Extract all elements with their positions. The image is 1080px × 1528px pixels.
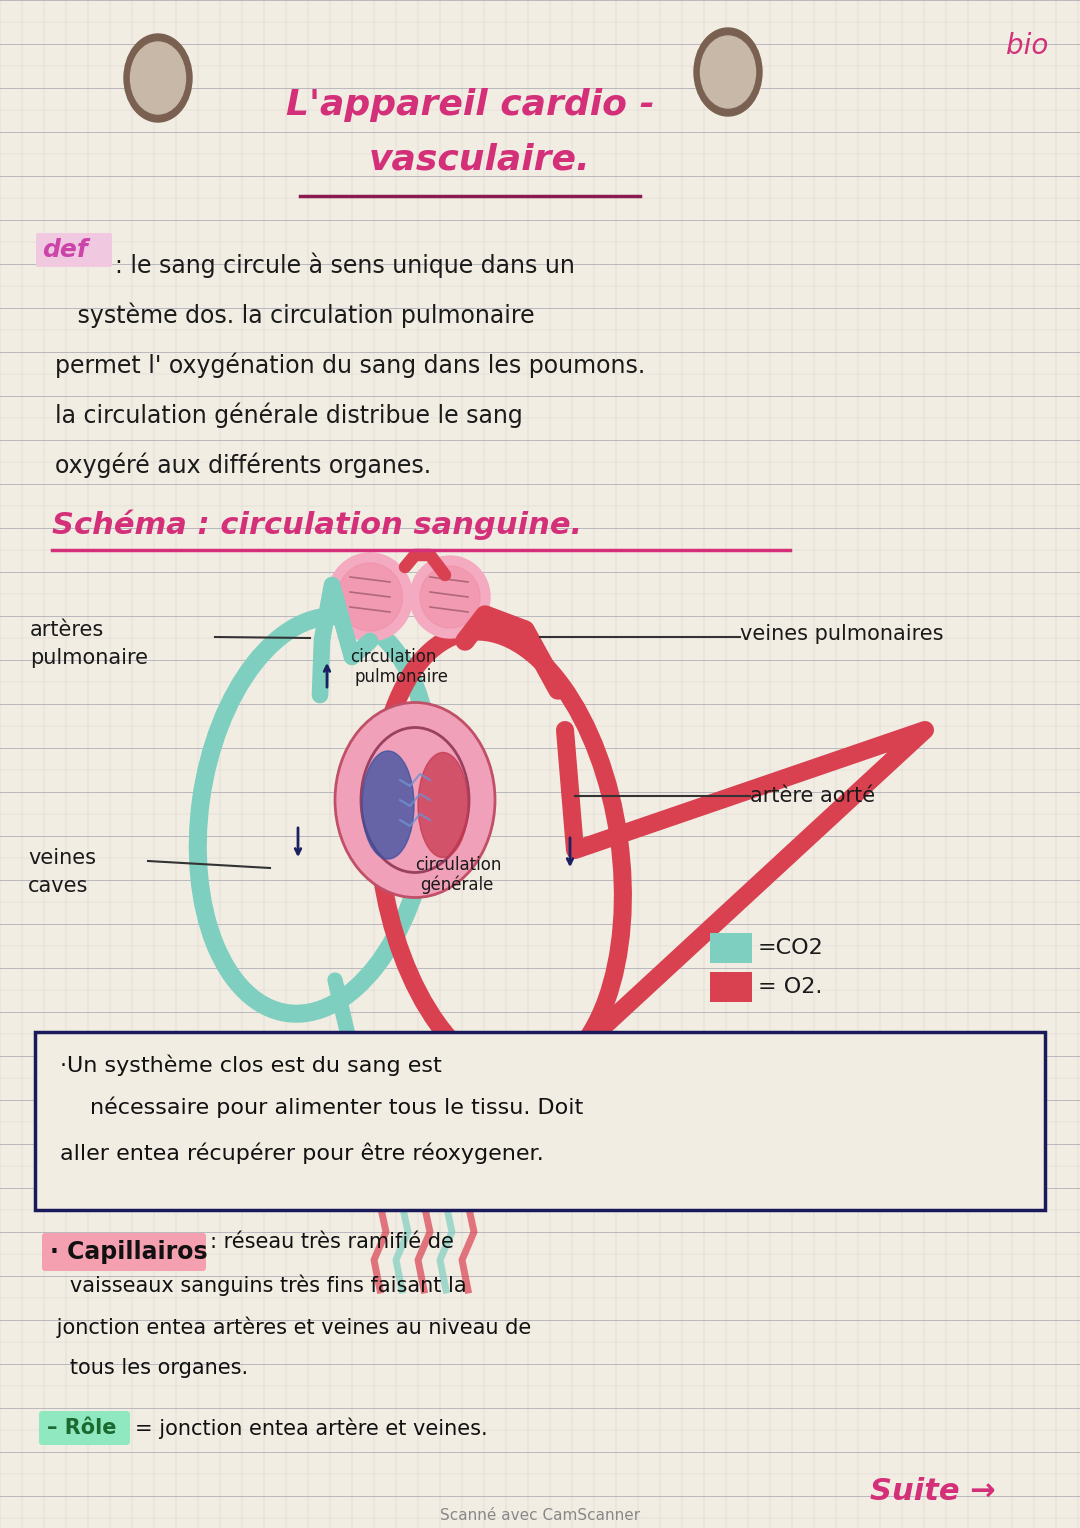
Text: oxygéré aux différents organes.: oxygéré aux différents organes. bbox=[55, 452, 431, 477]
Text: Schéma : circulation sanguine.: Schéma : circulation sanguine. bbox=[52, 510, 582, 541]
Text: = jonction entea artère et veines.: = jonction entea artère et veines. bbox=[135, 1418, 488, 1439]
FancyBboxPatch shape bbox=[36, 232, 112, 267]
Text: jonction entea artères et veines au niveau de: jonction entea artères et veines au nive… bbox=[50, 1316, 531, 1337]
Text: pulmonaire: pulmonaire bbox=[355, 668, 449, 686]
Text: vaisseaux sanguins très fins faisant la: vaisseaux sanguins très fins faisant la bbox=[50, 1274, 467, 1296]
Text: vasculaire.: vasculaire. bbox=[369, 142, 591, 176]
Ellipse shape bbox=[335, 703, 495, 897]
Ellipse shape bbox=[337, 562, 403, 631]
Text: – Rôle: – Rôle bbox=[48, 1418, 117, 1438]
Text: nécessaire pour alimenter tous le tissu. Doit: nécessaire pour alimenter tous le tissu.… bbox=[90, 1097, 583, 1118]
Text: permet l' oxygénation du sang dans les poumons.: permet l' oxygénation du sang dans les p… bbox=[55, 351, 645, 377]
Ellipse shape bbox=[420, 565, 480, 628]
Text: veines pulmonaires: veines pulmonaires bbox=[740, 623, 944, 643]
Text: def: def bbox=[42, 238, 87, 261]
Text: = O2.: = O2. bbox=[758, 976, 822, 996]
Ellipse shape bbox=[400, 1115, 430, 1144]
Text: Scanné avec CamScanner: Scanné avec CamScanner bbox=[440, 1508, 640, 1523]
Text: système dos. la circulation pulmonaire: système dos. la circulation pulmonaire bbox=[55, 303, 535, 327]
Text: artères: artères bbox=[30, 620, 105, 640]
Text: · Capillairos: · Capillairos bbox=[50, 1241, 207, 1264]
Text: artère aorté: artère aorté bbox=[750, 785, 875, 805]
Ellipse shape bbox=[362, 750, 414, 859]
Ellipse shape bbox=[404, 1157, 426, 1180]
Text: caves: caves bbox=[28, 876, 89, 895]
Text: : le sang circule à sens unique dans un: : le sang circule à sens unique dans un bbox=[114, 252, 575, 278]
Text: bio: bio bbox=[1005, 32, 1048, 60]
FancyBboxPatch shape bbox=[710, 972, 752, 1002]
Ellipse shape bbox=[694, 28, 762, 116]
FancyBboxPatch shape bbox=[39, 1410, 130, 1445]
Text: =CO2: =CO2 bbox=[758, 938, 824, 958]
Ellipse shape bbox=[124, 34, 192, 122]
FancyBboxPatch shape bbox=[35, 1031, 1045, 1210]
FancyBboxPatch shape bbox=[42, 1233, 206, 1271]
Text: la circulation générale distribue le sang: la circulation générale distribue le san… bbox=[55, 402, 523, 428]
Text: : réseau très ramifié de: : réseau très ramifié de bbox=[210, 1232, 454, 1251]
Ellipse shape bbox=[410, 556, 490, 639]
Ellipse shape bbox=[131, 41, 186, 115]
Text: circulation: circulation bbox=[350, 648, 436, 666]
Ellipse shape bbox=[327, 553, 413, 642]
Text: tous les organes.: tous les organes. bbox=[50, 1358, 248, 1378]
Text: aller entea récupérer pour être réoxygener.: aller entea récupérer pour être réoxygen… bbox=[60, 1141, 543, 1163]
Text: L'appareil cardio -: L'appareil cardio - bbox=[286, 89, 654, 122]
Ellipse shape bbox=[701, 37, 756, 108]
Text: ·Un systhème clos est du sang est: ·Un systhème clos est du sang est bbox=[60, 1054, 442, 1076]
Text: Suite →: Suite → bbox=[870, 1478, 996, 1507]
Text: veines: veines bbox=[28, 848, 96, 868]
Ellipse shape bbox=[418, 752, 468, 857]
Text: circulation: circulation bbox=[415, 856, 501, 874]
Text: pulmonaire: pulmonaire bbox=[30, 648, 148, 668]
Text: générale: générale bbox=[420, 876, 494, 894]
FancyBboxPatch shape bbox=[710, 934, 752, 963]
